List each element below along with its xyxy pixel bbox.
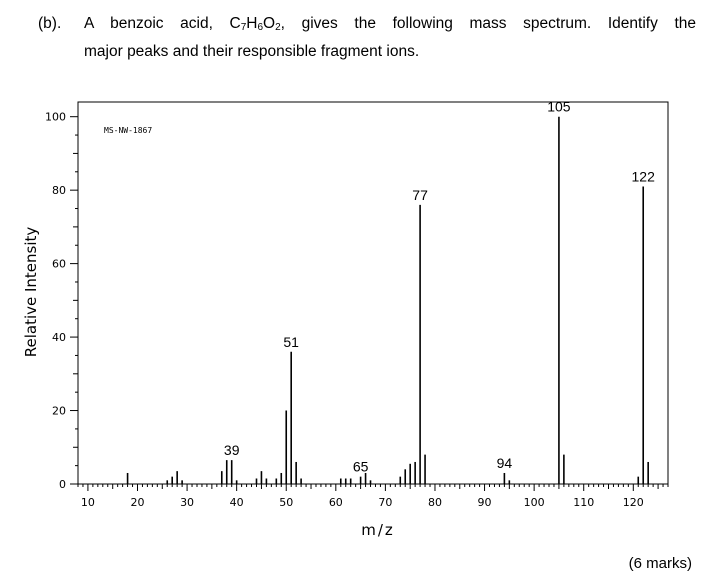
plot-frame [77, 101, 669, 485]
question-line-1: A benzoic acid, C7H6O2, gives the follow… [84, 15, 696, 33]
x-axis: 10 20 30 40 50 60 70 80 90 100 110 120 [77, 484, 669, 509]
x-tick-label: 120 [623, 496, 644, 509]
peak-label-94: 94 [497, 455, 513, 471]
x-tick-label: 50 [279, 496, 293, 509]
peak-label-105: 105 [547, 99, 571, 115]
peak-label-65: 65 [353, 459, 369, 475]
y-tick-label: 100 [45, 111, 66, 124]
y-axis: 0 20 40 60 80 100 [45, 111, 78, 491]
question-line-2: major peaks and their responsible fragme… [84, 43, 420, 60]
x-tick-label: 40 [230, 496, 244, 509]
formula: 7H6O2 [240, 15, 281, 33]
x-tick-label: 70 [378, 496, 392, 509]
marks-label: (6 marks) [628, 555, 692, 572]
y-axis-title: Relative Intensity [22, 227, 40, 358]
spectrum-id-annotation: MS-NW-1867 [104, 126, 152, 135]
x-tick-label: 110 [573, 496, 594, 509]
x-tick-label: 10 [81, 496, 95, 509]
y-tick-label: 60 [52, 258, 66, 271]
peak-labels: 39 51 65 77 94 105 122 [224, 99, 655, 475]
x-tick-label: 100 [524, 496, 545, 509]
peaks [126, 116, 649, 484]
x-tick-label: 30 [180, 496, 194, 509]
peak-label-77: 77 [412, 187, 428, 203]
x-tick-label: 80 [428, 496, 442, 509]
y-tick-label: 20 [52, 405, 66, 418]
y-tick-label: 0 [59, 478, 66, 491]
plot-frame-border [77, 101, 669, 485]
peak-label-51: 51 [283, 334, 299, 350]
x-axis-title: m/z [361, 521, 395, 539]
x-tick-label: 60 [329, 496, 343, 509]
peak-label-122: 122 [632, 168, 656, 184]
y-tick-label: 80 [52, 184, 66, 197]
x-tick-label: 90 [478, 496, 492, 509]
y-tick-label: 40 [52, 331, 66, 344]
question-number: (b). [38, 15, 62, 32]
peak-label-39: 39 [224, 442, 240, 458]
x-tick-label: 20 [130, 496, 144, 509]
